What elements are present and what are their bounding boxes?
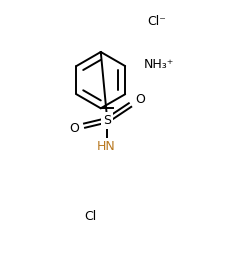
Text: HN: HN [97,140,116,153]
Text: S: S [103,114,111,127]
Text: O: O [135,93,145,106]
Text: Cl⁻: Cl⁻ [147,15,166,28]
Text: NH₃⁺: NH₃⁺ [144,58,175,71]
Text: O: O [69,122,79,135]
Text: Cl: Cl [84,210,96,223]
